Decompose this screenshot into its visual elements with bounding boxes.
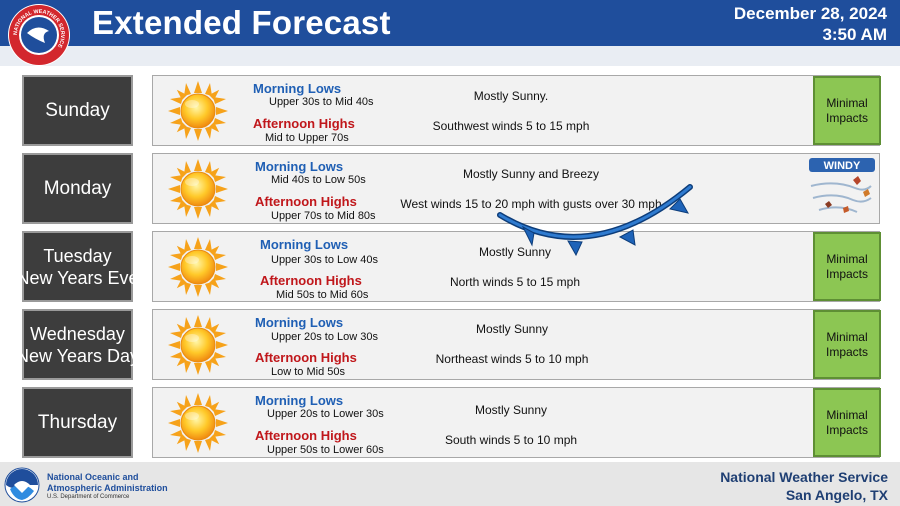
wind-forecast: North winds 5 to 15 mph bbox=[449, 275, 581, 289]
sky-condition: Mostly Sunny bbox=[474, 403, 548, 417]
afternoon-highs-label: Afternoon Highs bbox=[255, 350, 357, 365]
cold-front-icon bbox=[497, 184, 693, 257]
wind-forecast: Southwest winds 5 to 15 mph bbox=[432, 119, 590, 133]
low-range: Upper 20s to Low 30s bbox=[271, 331, 379, 343]
sun-icon bbox=[167, 158, 229, 220]
morning-lows-label: Morning Lows bbox=[255, 315, 344, 330]
morning-lows-label: Morning Lows bbox=[255, 393, 344, 408]
forecast-panel-tuesday: Morning Lows Upper 30s to Low 40s Aftern… bbox=[152, 231, 881, 302]
day-name-line: Tuesday bbox=[43, 245, 112, 266]
day-name-line: Wednesday bbox=[30, 323, 125, 344]
header-bar bbox=[0, 0, 900, 46]
nws-logo-icon: NATIONAL WEATHER SERVICE bbox=[8, 4, 70, 66]
low-range: Upper 30s to Low 40s bbox=[271, 254, 379, 266]
high-range: Mid to Upper 70s bbox=[265, 132, 349, 144]
day-name-line: New Years Eve bbox=[16, 267, 139, 288]
morning-lows-label: Morning Lows bbox=[253, 81, 342, 96]
day-name-line: Sunday bbox=[45, 99, 110, 121]
svg-text:WINDY: WINDY bbox=[824, 160, 861, 172]
afternoon-highs-label: Afternoon Highs bbox=[255, 194, 357, 209]
afternoon-highs-label: Afternoon Highs bbox=[253, 116, 355, 131]
morning-lows-label: Morning Lows bbox=[255, 159, 344, 174]
forecast-panel-sunday: Morning Lows Upper 30s to Mid 40s Aftern… bbox=[152, 75, 881, 146]
day-name-line: New Years Day bbox=[15, 345, 140, 366]
issue-datetime: December 28, 2024 3:50 AM bbox=[734, 3, 887, 45]
noaa-name: National Oceanic and Atmospheric Adminis… bbox=[47, 472, 168, 493]
sky-condition: Mostly Sunny bbox=[478, 245, 552, 259]
header-shade bbox=[0, 46, 900, 66]
high-range: Mid 50s to Mid 60s bbox=[276, 289, 369, 301]
day-label-wednesday: Wednesday New Years Day bbox=[16, 309, 139, 380]
sky-condition: Mostly Sunny bbox=[475, 322, 549, 336]
forecast-panel-thursday: Morning Lows Upper 20s to Lower 30s Afte… bbox=[152, 387, 881, 458]
noaa-department: U.S. Department of Commerce bbox=[47, 494, 130, 500]
sky-condition: Mostly Sunny. bbox=[473, 89, 549, 103]
impact-badge: Minimal Impacts bbox=[813, 310, 881, 379]
morning-lows-label: Morning Lows bbox=[260, 237, 349, 252]
day-label-sunday: Sunday bbox=[22, 75, 133, 146]
day-label-tuesday: Tuesday New Years Eve bbox=[16, 231, 139, 302]
forecast-panel-monday: Morning Lows Mid 40s to Low 50s Afternoo… bbox=[152, 153, 880, 224]
sun-icon bbox=[167, 314, 229, 376]
forecast-panel-wednesday: Morning Lows Upper 20s to Low 30s Aftern… bbox=[152, 309, 881, 380]
high-range: Upper 50s to Lower 60s bbox=[267, 444, 384, 456]
sun-icon bbox=[167, 236, 229, 298]
sun-icon bbox=[167, 392, 229, 454]
afternoon-highs-label: Afternoon Highs bbox=[255, 428, 357, 443]
low-range: Mid 40s to Low 50s bbox=[271, 174, 366, 186]
office-name: National Weather Service San Angelo, TX bbox=[720, 469, 888, 503]
day-label-thursday: Thursday bbox=[22, 387, 133, 458]
issue-date: December 28, 2024 bbox=[733, 4, 887, 23]
impact-badge: Minimal Impacts bbox=[813, 388, 881, 457]
afternoon-highs-label: Afternoon Highs bbox=[260, 273, 362, 288]
low-range: Upper 20s to Lower 30s bbox=[267, 408, 384, 420]
wind-forecast: West winds 15 to 20 mph with gusts over … bbox=[400, 197, 662, 211]
day-label-monday: Monday bbox=[22, 153, 133, 224]
sun-icon bbox=[167, 80, 229, 142]
wind-forecast: South winds 5 to 10 mph bbox=[444, 433, 578, 447]
noaa-logo-icon bbox=[4, 467, 40, 503]
high-range: Low to Mid 50s bbox=[271, 366, 345, 378]
wind-forecast: Northeast winds 5 to 10 mph bbox=[435, 352, 589, 366]
page-title: Extended Forecast bbox=[92, 4, 391, 41]
footer-bar bbox=[0, 462, 900, 506]
high-range: Upper 70s to Mid 80s bbox=[271, 210, 376, 222]
impact-badge: Minimal Impacts bbox=[813, 76, 881, 145]
low-range: Upper 30s to Mid 40s bbox=[269, 96, 374, 108]
issue-time: 3:50 AM bbox=[822, 25, 887, 44]
windy-icon: WINDY bbox=[807, 158, 877, 220]
impact-badge: Minimal Impacts bbox=[813, 232, 881, 301]
sky-condition: Mostly Sunny and Breezy bbox=[462, 167, 600, 181]
day-name-line: Monday bbox=[43, 177, 112, 199]
day-name-line: Thursday bbox=[37, 411, 118, 433]
